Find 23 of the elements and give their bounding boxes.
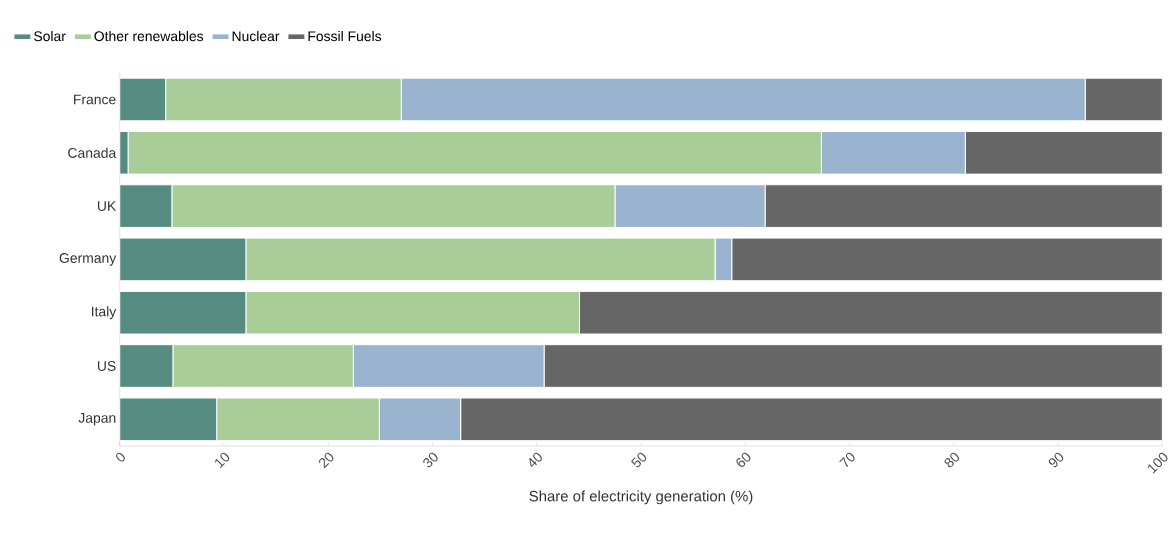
legend-label: Fossil Fuels (308, 31, 382, 42)
y-tick-label: Japan (78, 413, 116, 426)
x-tick-label: 90 (1048, 452, 1064, 468)
x-tick-label: 0 (116, 452, 125, 462)
legend-label: Nuclear (232, 31, 280, 42)
y-tick-label: Italy (91, 306, 117, 320)
x-tick-label: 70 (839, 452, 855, 468)
x-tick-label: 100 (1148, 452, 1168, 474)
legend-label: Other renewables (94, 31, 204, 42)
x-tick-label: 40 (529, 452, 542, 468)
x-tick-label: 30 (423, 452, 438, 468)
x-tick-label: 50 (631, 452, 647, 468)
y-tick-label: US (97, 361, 116, 372)
y-tick-label: UK (97, 201, 117, 212)
x-tick-label: 80 (944, 452, 959, 468)
x-tick-label: 60 (736, 452, 751, 468)
y-tick-label: Canada (68, 147, 117, 159)
x-axis-title: Share of electricity generation (%) (529, 490, 753, 505)
legend-label: Solar (34, 31, 66, 42)
x-tick-label: 20 (319, 452, 334, 469)
x-tick-label: 10 (215, 452, 230, 469)
y-tick-label: Germany (59, 253, 117, 266)
y-tick-label: France (74, 94, 116, 105)
